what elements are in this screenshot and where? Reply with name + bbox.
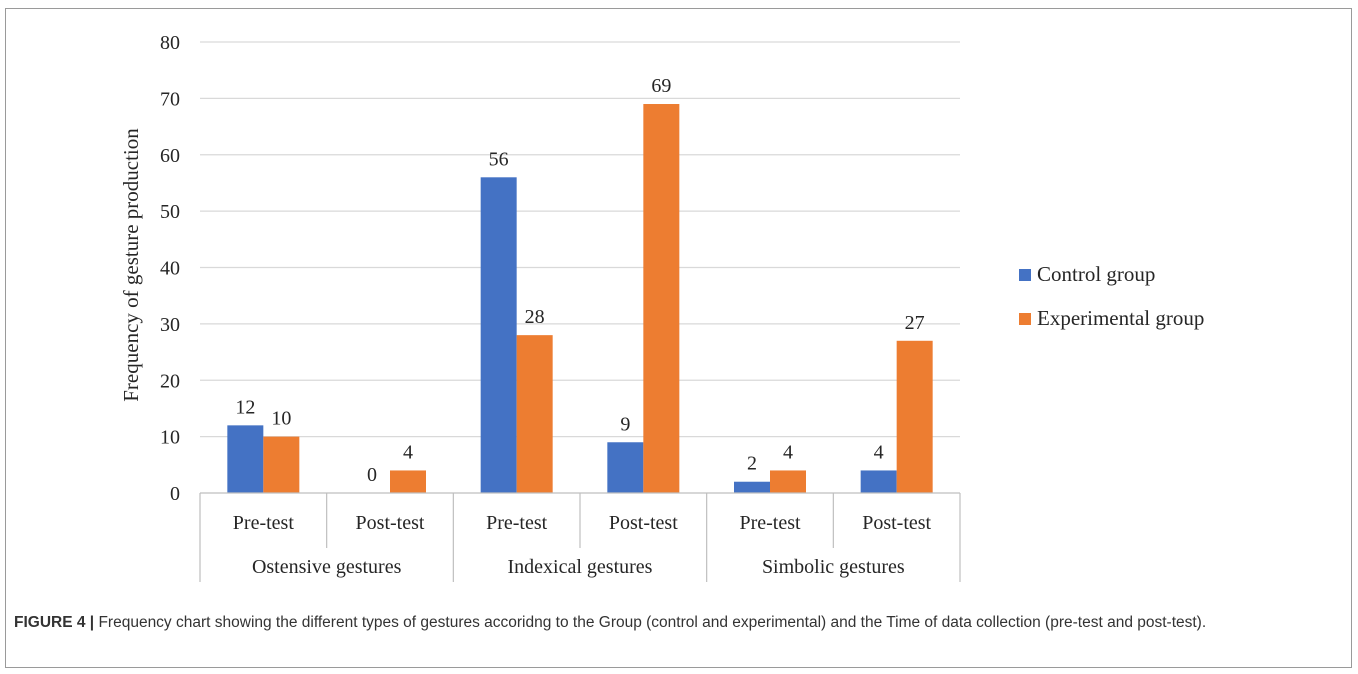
x-group-label: Simbolic gestures — [762, 556, 905, 578]
x-tick-label: Post-test — [356, 512, 425, 534]
x-group-label: Ostensive gestures — [252, 556, 402, 578]
legend-swatch — [1019, 269, 1031, 281]
data-label: 56 — [489, 148, 509, 170]
bar — [263, 436, 300, 493]
y-tick-label: 0 — [170, 483, 180, 505]
x-tick-label: Pre-test — [486, 512, 548, 534]
data-label: 12 — [235, 396, 255, 418]
figure-caption: FIGURE 4 | Frequency chart showing the d… — [14, 612, 1339, 634]
data-label: 9 — [620, 413, 630, 435]
legend-label: Experimental group — [1037, 306, 1204, 330]
data-label: 4 — [783, 441, 793, 463]
bar — [734, 481, 770, 493]
gridlines — [200, 41, 960, 438]
y-tick-label: 40 — [160, 258, 180, 280]
x-axis: Pre-test Post-test Pre-test Post-test Pre-te… — [199, 492, 961, 582]
data-labels: 12 0 56 9 2 4 10 4 28 69 4 27 — [235, 75, 924, 486]
bar — [643, 104, 680, 493]
x-tick-label: Post-test — [609, 512, 678, 534]
y-tick-label: 60 — [160, 145, 180, 167]
bar — [390, 470, 426, 493]
legend: Control group Experimental group — [1019, 262, 1204, 330]
y-tick-label: 30 — [160, 314, 180, 336]
bar — [227, 425, 264, 493]
data-label: 2 — [747, 453, 757, 475]
data-label: 28 — [525, 306, 545, 328]
bar — [516, 335, 553, 493]
bar-chart: 12 0 56 9 2 4 10 4 28 69 4 27 0 10 20 30 40 50 60 70 80 Pre… — [119, 32, 1204, 582]
legend-label: Control group — [1037, 262, 1155, 286]
data-label: 0 — [367, 464, 377, 486]
bars — [227, 104, 933, 494]
x-group-label: Indexical gestures — [508, 556, 653, 578]
bar — [860, 470, 897, 493]
y-tick-labels: 0 10 20 30 40 50 60 70 80 — [160, 32, 180, 505]
legend-swatch — [1019, 313, 1031, 325]
caption-label: FIGURE 4 | — [14, 614, 95, 631]
data-label: 4 — [403, 441, 413, 463]
y-axis-label: Frequency of gesture production — [119, 128, 143, 402]
data-label: 27 — [905, 312, 925, 334]
data-label: 69 — [651, 75, 671, 97]
y-tick-label: 80 — [160, 32, 180, 54]
y-tick-label: 50 — [160, 201, 180, 223]
bar — [607, 442, 644, 493]
bar — [770, 470, 806, 493]
x-tick-label: Pre-test — [233, 512, 295, 534]
y-tick-label: 20 — [160, 370, 180, 392]
y-tick-label: 70 — [160, 88, 180, 110]
bar — [896, 340, 933, 493]
data-label: 10 — [271, 408, 291, 430]
x-tick-label: Post-test — [862, 512, 931, 534]
caption-text: Frequency chart showing the different ty… — [98, 614, 1207, 631]
bar — [480, 177, 517, 494]
data-label: 4 — [874, 441, 884, 463]
x-tick-label: Pre-test — [739, 512, 801, 534]
y-tick-label: 10 — [160, 427, 180, 449]
